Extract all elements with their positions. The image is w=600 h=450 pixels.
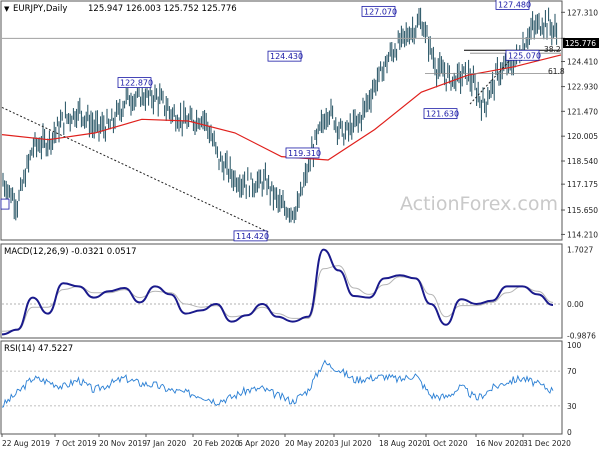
main-header: ▼ EURJPY,Daily 125.947 126.003 125.752 1… — [4, 4, 237, 14]
price-tick-label: 124.410 — [567, 57, 598, 66]
date-tick-label: 1 Oct 2020 — [426, 439, 468, 448]
rsi-axis-labels: 100 70 30 0 — [567, 341, 582, 437]
price-tick-label: 121.470 — [567, 107, 598, 116]
date-tick-label: 6 Apr 2020 — [238, 439, 280, 448]
fib-61-label: 61.8 — [548, 67, 565, 76]
date-tick-label: 20 Feb 2020 — [193, 439, 240, 448]
price-tick-label: 115.650 — [567, 206, 598, 215]
macd-tick-label: 1.7027 — [567, 246, 593, 255]
rsi-tick-label: 70 — [567, 367, 577, 376]
date-tick-label: 7 Oct 2019 — [55, 439, 97, 448]
date-tick-label: 18 Aug 2020 — [379, 439, 427, 448]
price-annotation: 121.630 — [426, 110, 459, 119]
date-tick-label: 31 Dec 2020 — [523, 439, 571, 448]
price-series — [2, 7, 558, 224]
price-annotations: 127.070 127.480 124.430 122.870 119.310 114.4… — [0, 0, 541, 242]
rsi-header: RSI(14) 47.5227 — [4, 344, 73, 354]
ohlc-readout: 125.947 126.003 125.752 125.776 — [88, 4, 237, 14]
macd-header: MACD(12,26,9) -0.0321 0.0517 — [4, 247, 137, 257]
downtrend-line — [1, 106, 271, 234]
price-tick-label: 114.210 — [567, 230, 598, 239]
price-annotation: 124.430 — [270, 52, 303, 61]
price-annotation: 125.070 — [508, 51, 541, 60]
rsi-tick-label: 0 — [567, 428, 572, 437]
price-annotation: 114.420 — [236, 232, 269, 241]
date-tick-label: 20 May 2020 — [285, 439, 334, 448]
macd-panel — [0, 243, 563, 339]
date-tick-label: 22 Aug 2019 — [2, 439, 50, 448]
rsi-line — [1, 359, 554, 408]
macd-axis-labels: 1.7027 0.00 -0.9876 — [567, 246, 596, 341]
price-annotation: 127.070 — [364, 7, 397, 16]
main-panel — [0, 0, 563, 241]
price-tick-label: 117.175 — [567, 180, 598, 189]
price-axis-labels: 127.310 124.410 122.930 121.470 120.005 118.5… — [561, 8, 598, 239]
moving-average-line — [1, 54, 562, 161]
macd-line — [1, 248, 554, 336]
collapse-arrow-icon[interactable]: ▼ — [4, 5, 10, 13]
price-tick-label: 127.310 — [567, 8, 598, 17]
price-annotation: 119.310 — [288, 149, 321, 158]
date-tick-label: 20 Nov 2019 — [99, 439, 147, 448]
price-annotation: 122.870 — [120, 79, 153, 88]
rsi-series — [1, 359, 561, 408]
watermark: ActionForex.com — [400, 193, 558, 215]
current-price-label: 125.776 — [565, 39, 596, 48]
date-tick-label: 3 Jul 2020 — [334, 439, 372, 448]
current-price-marker: 125.776 — [563, 38, 599, 48]
rsi-panel — [0, 340, 563, 435]
date-tick-label: 16 Nov 2020 — [476, 439, 524, 448]
macd-signal-line — [1, 265, 554, 332]
macd-tick-label: 0.00 — [567, 300, 584, 309]
symbol-label: EURJPY,Daily — [13, 4, 67, 14]
rsi-tick-label: 100 — [567, 341, 582, 350]
date-tick-label: 7 Jan 2020 — [146, 439, 186, 448]
price-tick-label: 118.540 — [567, 157, 598, 166]
price-annotation: 127.480 — [498, 0, 531, 9]
macd-tick-label: -0.9876 — [567, 332, 596, 341]
price-tick-label: 120.005 — [567, 132, 598, 141]
price-tick-label: 122.930 — [567, 83, 598, 92]
fib-38-label: 38.2 — [544, 45, 561, 54]
macd-series — [1, 248, 561, 336]
rsi-tick-label: 30 — [567, 402, 577, 411]
